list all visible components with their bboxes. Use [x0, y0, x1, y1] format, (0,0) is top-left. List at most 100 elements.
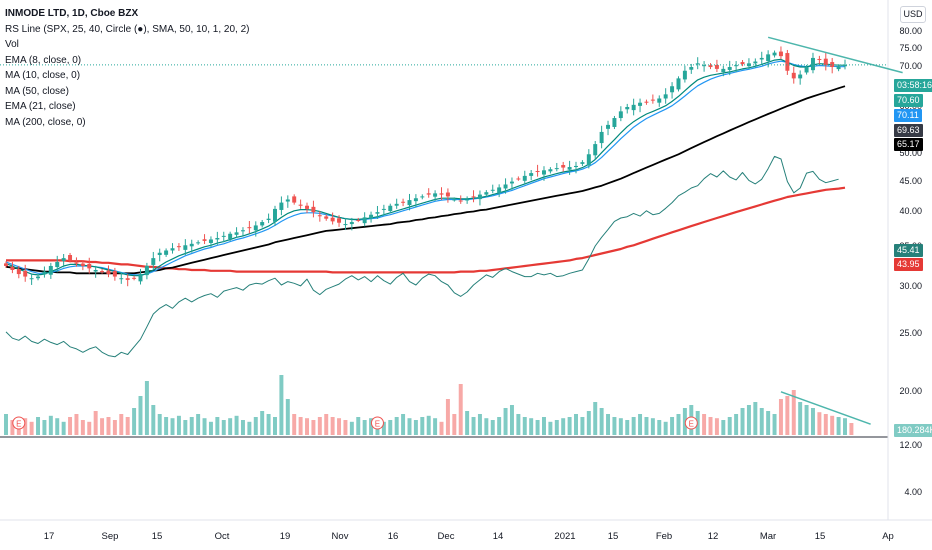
candle-body — [48, 265, 53, 275]
candle-body — [650, 99, 655, 101]
candle-body — [804, 67, 809, 73]
candle-body — [170, 248, 175, 251]
candle-body — [477, 194, 482, 200]
candle-body — [247, 227, 252, 229]
volume-bar — [503, 408, 508, 435]
legend-ema21[interactable]: EMA (21, close) — [5, 101, 76, 112]
candle-body — [119, 278, 124, 280]
volume-bar — [285, 399, 290, 435]
volume-bar — [407, 418, 412, 435]
volume-bar — [349, 421, 354, 435]
volume-bar — [4, 414, 8, 435]
candle-body — [87, 263, 92, 269]
volume-bar — [759, 408, 764, 435]
candle-body — [766, 54, 771, 62]
candle-body — [151, 258, 156, 265]
price-label-badge: 69.63 — [894, 124, 923, 137]
volume-bar — [471, 417, 476, 435]
candle-body — [458, 200, 463, 202]
volume-bar — [823, 414, 828, 435]
volume-bar — [311, 420, 316, 435]
volume-bar — [93, 411, 98, 435]
price-tick-label: 80.00 — [899, 26, 922, 37]
candle-body — [401, 201, 406, 203]
legend-volume[interactable]: Vol — [5, 39, 19, 50]
candle-body — [509, 181, 514, 184]
legend-ma50[interactable]: MA (50, close) — [5, 85, 69, 97]
time-tick-label: 2021 — [554, 531, 576, 542]
volume-bar — [746, 405, 751, 435]
volume-bar — [356, 417, 361, 435]
candle-body — [516, 178, 521, 180]
volume-bar — [388, 420, 393, 435]
legend-ma200[interactable]: MA (200, close, 0) — [5, 116, 86, 128]
candle-body — [273, 208, 277, 222]
volume-bar — [362, 420, 367, 435]
candle-body — [574, 165, 578, 168]
candle-body — [240, 230, 245, 232]
legend-ma10[interactable]: MA (10, close, 0) — [5, 70, 81, 81]
candle-body — [144, 265, 149, 276]
volume-bar — [189, 417, 194, 435]
volume-bar — [778, 399, 783, 435]
candle-body — [778, 51, 783, 57]
volume-bar — [529, 418, 534, 435]
candle-body — [215, 238, 220, 240]
volume-bar — [574, 414, 578, 435]
candle-body — [80, 263, 85, 266]
candle-body — [381, 208, 386, 210]
legend-symbol-title[interactable]: INMODE LTD, 1D, Cboe BZX — [5, 8, 139, 19]
price-tick-label: 50.00 — [899, 148, 922, 159]
volume-bar — [273, 417, 277, 435]
candle-body — [631, 104, 636, 111]
candle-body — [663, 94, 668, 99]
candle-body — [157, 252, 162, 256]
earnings-marker-label: E — [375, 420, 380, 429]
volume-bar — [119, 414, 124, 435]
candle-body — [497, 187, 502, 193]
volume-bar — [196, 414, 201, 435]
volume-bar — [740, 408, 745, 435]
volume-bar — [509, 405, 514, 435]
legend-rs-line[interactable]: RS Line (SPX, 25, 40, Circle (●), SMA, 5… — [5, 23, 250, 35]
legend-ema8[interactable]: EMA (8, close, 0) — [5, 54, 82, 66]
candle-body — [420, 196, 425, 198]
volume-bar — [176, 415, 181, 435]
candle-body — [702, 65, 707, 67]
candle-body — [445, 192, 450, 197]
volume-bar — [330, 417, 335, 435]
time-tick-label: 17 — [43, 531, 55, 542]
candle-body — [93, 269, 98, 272]
candle-body — [253, 225, 258, 231]
candle-body — [324, 216, 329, 219]
volume-bar — [785, 396, 790, 435]
volume-bar — [599, 408, 604, 435]
volume-bar — [727, 417, 732, 435]
candle-body — [843, 64, 847, 67]
volume-bar — [36, 417, 41, 435]
time-tick-label: Ap — [882, 531, 894, 542]
volume-bar — [433, 418, 438, 435]
volume-bar — [663, 421, 668, 435]
candle-body — [625, 106, 630, 110]
volume-bar — [55, 418, 60, 435]
volume-bar — [721, 420, 726, 435]
volume-bar — [221, 420, 226, 435]
currency-button[interactable]: USD — [900, 6, 926, 23]
candle-body — [176, 246, 181, 248]
volume-bar — [337, 418, 342, 435]
volume-bar — [766, 411, 771, 435]
volume-bar — [638, 414, 643, 435]
candle-body — [772, 52, 777, 56]
candle-body — [791, 72, 796, 79]
volume-bar — [702, 414, 707, 435]
candle-body — [362, 217, 367, 224]
candle-body — [689, 67, 694, 70]
lower-pane-tick-label: 4.00 — [904, 487, 922, 497]
volume-bar — [522, 417, 527, 435]
volume-bar — [817, 412, 822, 435]
candle-body — [439, 193, 444, 195]
price-label-badge: 43.95 — [894, 258, 923, 271]
candle-body — [356, 219, 361, 221]
